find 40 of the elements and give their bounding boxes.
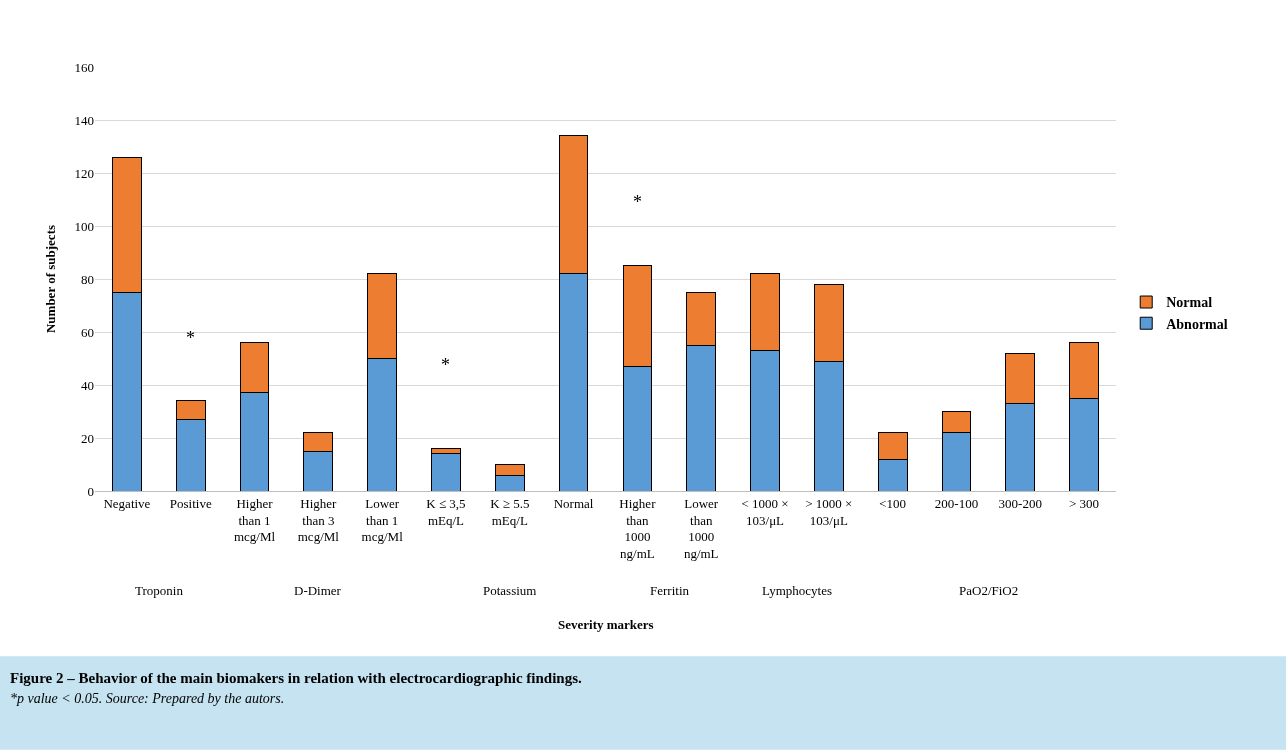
x-tick-label: Higher than 1000 ng/mL <box>619 495 657 562</box>
x-tick-label: Lower than 1 mcg/Ml <box>361 495 404 545</box>
y-tick-label: 80 <box>81 271 94 287</box>
annotation: * <box>186 328 195 348</box>
annotation: * <box>633 192 642 212</box>
text: D-Dimer <box>294 583 342 598</box>
y-tick-label: 40 <box>81 377 94 393</box>
y-axis-title: Number of subjects <box>43 224 59 334</box>
y-tick-label: 160 <box>74 59 94 75</box>
x-tick-label: Negative <box>103 495 151 511</box>
x-tick-label: Positive <box>169 495 212 511</box>
y-tick-label: 100 <box>74 218 94 234</box>
x-tick-label: <100 <box>879 495 907 511</box>
x-tick-label: K ≤ 3,5 mEq/L <box>426 495 466 528</box>
x-tick-label: Higher than 3 mcg/Ml <box>297 495 340 545</box>
y-tick-label: 60 <box>81 324 94 340</box>
legend-label: Abnormal <box>1166 316 1228 332</box>
annotation: * <box>441 355 450 375</box>
x-tick-label: > 1000 × 103/μL <box>805 495 853 528</box>
y-tick-label: 20 <box>81 430 94 446</box>
x-axis-title: Severity markers <box>558 617 654 632</box>
text: Potassium <box>483 583 537 598</box>
text: Ferritin <box>650 583 690 598</box>
text: *p value < 0.05. Source: Prepared by the autors. <box>10 691 285 706</box>
x-tick-label: K ≥ 5.5 mEq/L <box>490 495 530 528</box>
x-tick-label: 200-100 <box>934 495 979 511</box>
text: Troponin <box>135 583 184 598</box>
x-tick-label: < 1000 × 103/μL <box>741 495 789 528</box>
text: Figure 2 – Behavior of the main biomakers in relation with electrocardiographic findings. <box>10 670 583 686</box>
y-tick-label: 120 <box>74 165 94 181</box>
x-tick-label: 300-200 <box>998 495 1042 511</box>
legend-label: Normal <box>1166 295 1213 311</box>
x-tick-label: > 300 <box>1069 495 1100 511</box>
y-tick-label: 0 <box>87 483 94 499</box>
x-tick-label: Normal <box>553 495 594 511</box>
y-tick-label: 140 <box>74 112 94 128</box>
text: PaO2/FiO2 <box>959 583 1019 598</box>
x-tick-label: Higher than 1 mcg/Ml <box>233 495 276 545</box>
x-tick-label: Lower than 1000 ng/mL <box>683 495 719 562</box>
text: Lymphocytes <box>762 583 833 598</box>
